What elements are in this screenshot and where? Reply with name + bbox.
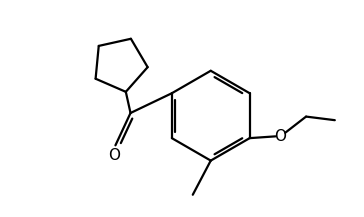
Text: O: O: [108, 148, 120, 163]
Text: O: O: [274, 129, 286, 144]
